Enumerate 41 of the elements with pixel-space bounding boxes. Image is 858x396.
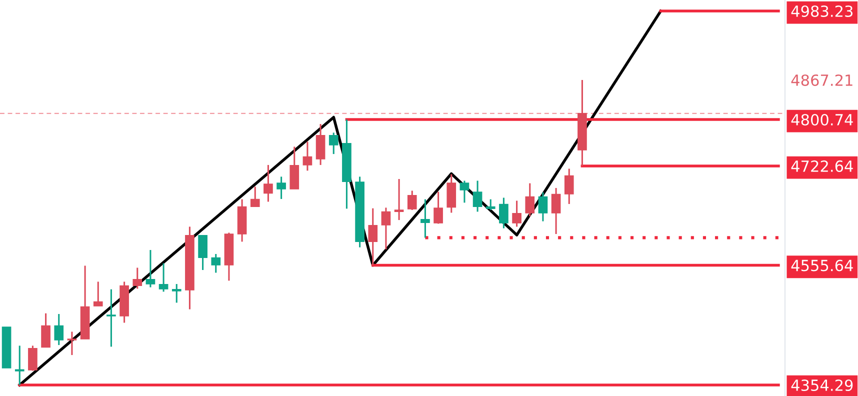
candlestick bbox=[211, 253, 221, 274]
candlestick bbox=[106, 288, 116, 348]
candlestick bbox=[434, 190, 443, 224]
y-tick-label: 4983.23 bbox=[791, 5, 853, 18]
candlestick bbox=[316, 123, 326, 166]
candlestick bbox=[250, 186, 260, 208]
candlestick bbox=[512, 200, 522, 228]
candlestick bbox=[41, 312, 50, 348]
candlestick bbox=[54, 313, 64, 346]
candlestick bbox=[264, 164, 273, 202]
y-tick-label: 4354.29 bbox=[791, 379, 853, 392]
candlestick bbox=[460, 180, 470, 204]
candlestick bbox=[551, 187, 561, 235]
candlestick bbox=[158, 262, 168, 292]
candlestick bbox=[67, 330, 77, 356]
candlestick bbox=[486, 198, 496, 211]
candlestick bbox=[146, 249, 156, 288]
candlestick bbox=[499, 196, 508, 230]
candlestick bbox=[276, 176, 286, 200]
y-tick-label: 4800.74 bbox=[791, 114, 853, 126]
candlestick bbox=[132, 266, 142, 290]
candlestick bbox=[14, 344, 24, 386]
candlestick bbox=[290, 146, 300, 190]
candlestick bbox=[172, 283, 182, 304]
candlestick bbox=[368, 208, 378, 266]
candlestick bbox=[420, 198, 430, 238]
candlestick bbox=[381, 206, 391, 250]
candlestick bbox=[328, 132, 338, 155]
candlestick bbox=[394, 178, 404, 221]
candlestick bbox=[407, 190, 417, 211]
y-tick-label: 4555.64 bbox=[791, 260, 853, 272]
y-tick-label: 4722.64 bbox=[791, 160, 853, 172]
candlestick bbox=[472, 180, 482, 212]
y-tick-label: 4867.21 bbox=[791, 74, 852, 86]
candlestick bbox=[538, 192, 548, 222]
candlestick bbox=[564, 168, 574, 205]
candlestick bbox=[198, 234, 208, 271]
candlestick bbox=[28, 344, 38, 372]
candlestick bbox=[302, 140, 312, 172]
candlestick bbox=[93, 280, 103, 307]
candlestick bbox=[525, 182, 535, 218]
